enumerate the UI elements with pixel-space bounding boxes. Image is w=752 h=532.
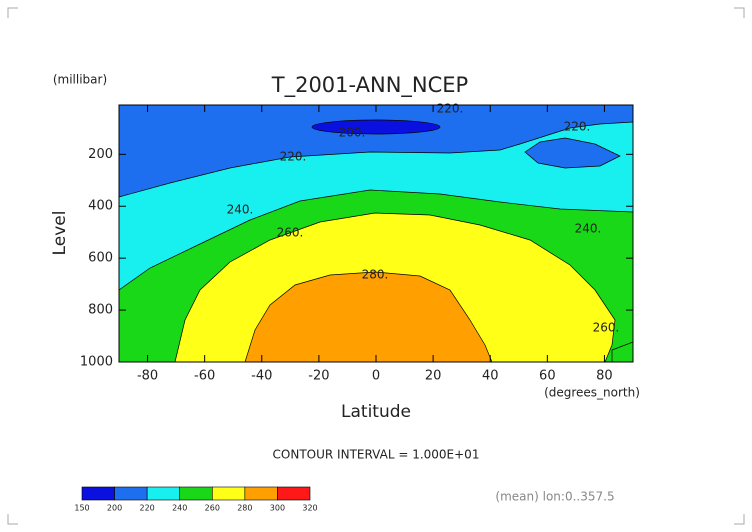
colorbar-label: 300 bbox=[270, 504, 285, 513]
y-unit-label: (millibar) bbox=[53, 73, 107, 87]
footer: (mean) lon:0..357.5 bbox=[495, 490, 614, 504]
y-tick-label: 800 bbox=[88, 303, 113, 318]
x-axis-label: Latitude bbox=[341, 402, 411, 422]
y-tick-label: 400 bbox=[88, 199, 113, 214]
colorbar-box bbox=[146, 486, 181, 501]
contour-label: 280. bbox=[362, 268, 389, 282]
contour-label: 240. bbox=[575, 222, 602, 236]
colorbar-label: 280 bbox=[237, 504, 252, 513]
x-tick-label: 60 bbox=[539, 369, 556, 384]
annotation: CONTOUR INTERVAL = 1.000E+01 bbox=[273, 448, 480, 462]
corner-marks bbox=[7, 7, 745, 525]
contour-fill bbox=[311, 119, 441, 135]
x-tick-label: 20 bbox=[425, 369, 442, 384]
y-tick-label: 600 bbox=[88, 251, 113, 266]
colorbar-label: 150 bbox=[74, 504, 89, 513]
colorbar-box bbox=[244, 486, 278, 501]
colorbar-label: 320 bbox=[302, 504, 317, 513]
contour-fill bbox=[524, 137, 621, 169]
x-tick-label: -40 bbox=[251, 369, 272, 384]
contour-label: 220. bbox=[280, 150, 307, 164]
colorbar-box bbox=[179, 486, 213, 501]
x-unit-label: (degrees_north) bbox=[544, 386, 640, 400]
y-tick-label: 1000 bbox=[80, 355, 113, 370]
colorbar-box bbox=[277, 486, 311, 501]
y-tick-label: 200 bbox=[88, 147, 113, 162]
x-tick-label: 0 bbox=[372, 369, 380, 384]
y-axis-label: Level bbox=[50, 211, 70, 256]
colorbar-box bbox=[114, 486, 148, 501]
contour-label: 200. bbox=[339, 126, 366, 140]
contour-fill bbox=[244, 271, 493, 363]
contour-label: 260. bbox=[593, 321, 620, 335]
contour-label: 220. bbox=[564, 120, 591, 134]
colorbar-box bbox=[211, 486, 246, 501]
x-tick-label: -60 bbox=[194, 369, 215, 384]
contour-label: 260. bbox=[277, 226, 304, 240]
contour-plot bbox=[118, 105, 634, 363]
chart-title: T_2001-ANN_NCEP bbox=[271, 73, 468, 98]
x-tick-label: 40 bbox=[482, 369, 499, 384]
colorbar-box bbox=[81, 486, 115, 501]
x-tick-label: 80 bbox=[596, 369, 613, 384]
x-tick-label: -20 bbox=[308, 369, 329, 384]
colorbar-label: 220 bbox=[140, 504, 155, 513]
colorbar-label: 260 bbox=[205, 504, 220, 513]
contour-label: 220. bbox=[437, 102, 464, 116]
colorbar-label: 240 bbox=[172, 504, 187, 513]
contour-label: 240. bbox=[227, 203, 254, 217]
x-tick-label: -80 bbox=[137, 369, 158, 384]
colorbar-label: 200 bbox=[107, 504, 122, 513]
